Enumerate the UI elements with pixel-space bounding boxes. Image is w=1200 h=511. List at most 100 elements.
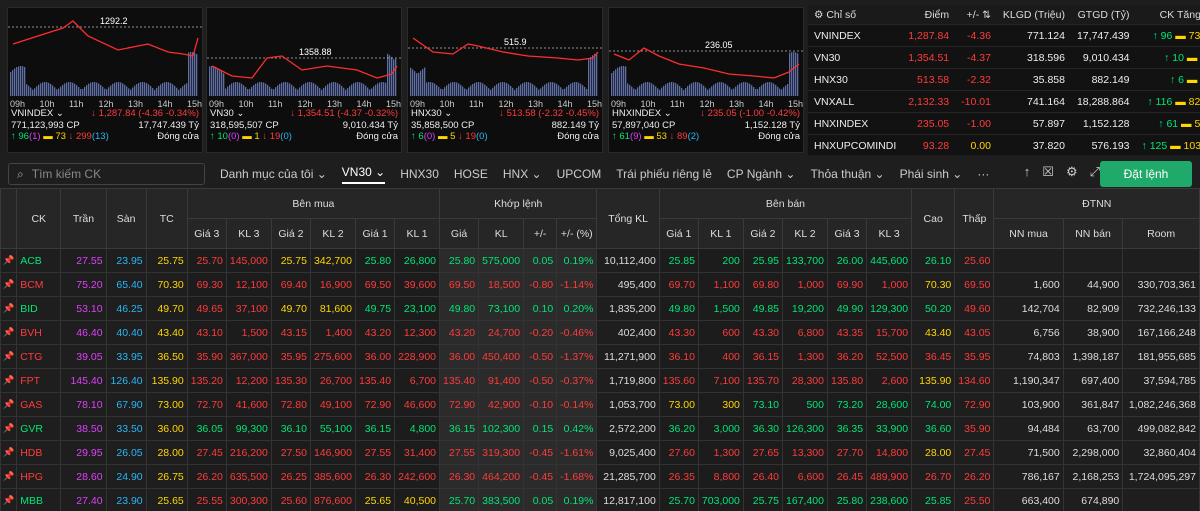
index-name[interactable]: HNX30 ⌄	[411, 108, 453, 119]
pin-icon[interactable]: 📌	[0, 440, 18, 465]
symbol[interactable]: GAS	[16, 392, 62, 417]
pin-icon[interactable]: 📌	[0, 416, 18, 441]
x-tick-label: 09h	[611, 99, 626, 108]
index-row[interactable]: VN30 1,354.51 -4.37 318.596 9,010.434 ↑ 10 ▬ …	[808, 46, 1200, 69]
symbol[interactable]: CTG	[16, 344, 62, 369]
price-3: 72.70	[186, 392, 227, 417]
pin-icon[interactable]: 📌	[0, 488, 18, 511]
symbol[interactable]: BID	[16, 296, 62, 321]
excel-icon[interactable]: ☒	[1042, 164, 1054, 179]
symbol[interactable]: MBB	[16, 488, 62, 511]
tab-4[interactable]: HNX ⌄	[502, 167, 542, 181]
tab-6[interactable]: Trái phiếu riêng lẻ	[616, 167, 712, 181]
vol-2: 275,600	[309, 344, 356, 369]
ask-2: 27.65	[742, 440, 784, 465]
tab-1[interactable]: VN30 ⌄	[341, 165, 386, 184]
gear-icon[interactable]: ⚙	[1065, 164, 1078, 179]
pin-icon[interactable]: 📌	[0, 464, 18, 489]
symbol[interactable]: HPG	[16, 464, 62, 489]
table-row[interactable]: 📌 HDB 29.95 26.05 28.00 27.45 216,200 27.50 146,…	[0, 440, 1200, 465]
tab-9[interactable]: Phái sinh ⌄	[899, 167, 963, 181]
volume-bar	[172, 84, 174, 96]
pin-icon[interactable]: 📌	[0, 296, 18, 321]
price-2: 135.30	[270, 368, 311, 393]
search-input[interactable]: Tìm kiếm CK	[31, 167, 102, 181]
table-row[interactable]: 📌 CTG 39.05 33.95 36.50 35.90 367,000 35.95 275,…	[0, 344, 1200, 369]
table-row[interactable]: 📌 BVH 46.40 40.40 43.40 43.10 1,500 43.15 1,400 4…	[0, 320, 1200, 345]
vol-1: 26,800	[394, 248, 441, 273]
volume-bar	[217, 67, 219, 96]
foreign-buy: 142,704	[993, 296, 1064, 321]
symbol[interactable]: HDB	[16, 440, 62, 465]
ask-vol-2: 6,600	[782, 464, 828, 489]
price-1: 69.50	[354, 272, 396, 297]
volume-bar	[18, 66, 20, 96]
volume-bar	[751, 85, 753, 96]
high: 36.60	[911, 416, 956, 441]
ask-vol-2: 1,300	[782, 344, 828, 369]
pin-icon[interactable]: 📌	[0, 248, 18, 273]
index-row[interactable]: HNXINDEX 235.05 -1.00 57.897 1,152.128 ↑ 61 ▬…	[808, 112, 1200, 135]
index-name[interactable]: HNXINDEX ⌄	[612, 108, 672, 119]
tab-2[interactable]: HNX30	[400, 167, 439, 181]
chart-panel-vnindex[interactable]: 1292.2 09h 10h 11h 12h 13h 14h 15h VNINDEX ⌄ ↓ 1,…	[7, 7, 203, 153]
arrow-up-icon[interactable]: ↑	[1023, 164, 1031, 179]
volume-bar	[48, 82, 50, 96]
tab-8[interactable]: Thỏa thuận ⌄	[810, 167, 885, 181]
advancers-ceil: (1)	[28, 131, 41, 142]
index-row[interactable]: HNXUPCOMINDI 93.28 0.00 37.820 576.193 ↑ 125 …	[808, 134, 1200, 155]
tab-0[interactable]: Danh mục của tôi ⌄	[220, 167, 327, 181]
tab-5[interactable]: UPCOM	[556, 167, 602, 181]
index-row[interactable]: VNXALL 2,132.33 -10.01 741.164 18,288.864 ↑ 1…	[808, 90, 1200, 113]
total-vol: 1,835,200	[596, 296, 660, 321]
tab-10[interactable]: ···	[977, 167, 990, 181]
chart-panel-hnxindex[interactable]: 236.05 09h 10h 11h 12h 13h 14h 15h HNXINDEX ⌄ ↓ 2…	[608, 7, 804, 153]
index-name: VNXALL	[808, 90, 903, 113]
index-row[interactable]: VNINDEX 1,287.84 -4.36 771.124 17,747.439 ↑ 9…	[808, 24, 1200, 47]
tab-7[interactable]: CP Ngành ⌄	[726, 167, 796, 181]
expand-icon[interactable]: ⤢	[1089, 164, 1100, 179]
chart-panel-vn30[interactable]: 1358.88 09h 10h 11h 12h 13h 14h 15h VN30 ⌄ ↓ 1,35…	[206, 7, 402, 153]
table-row[interactable]: 📌 BID 53.10 46.25 49.70 49.65 37,100 49.70 81,60…	[0, 296, 1200, 321]
vol-3: 635,500	[225, 464, 272, 489]
foreign-sell: 697,400	[1062, 368, 1124, 393]
volume-bar	[526, 82, 528, 96]
table-row[interactable]: 📌 FPT 145.40 126.40 135.90 135.20 12,200 135.30…	[0, 368, 1200, 393]
ask-3: 36.35	[826, 416, 868, 441]
change: -0.20	[523, 320, 558, 345]
volume-bar	[148, 84, 150, 96]
pin-icon[interactable]: 📌	[0, 344, 18, 369]
symbol[interactable]: BCM	[16, 272, 62, 297]
pin-icon[interactable]: 📌	[0, 320, 18, 345]
index-name[interactable]: VNINDEX ⌄	[11, 108, 64, 119]
table-row[interactable]: 📌 GVR 38.50 33.50 36.00 36.05 99,300 36.10 55,10…	[0, 416, 1200, 441]
index-volume: 37.820	[996, 134, 1071, 155]
subcol-header: KL	[478, 218, 525, 249]
pin-icon[interactable]: 📌	[0, 392, 18, 417]
volume-bar	[462, 86, 464, 96]
volume-bar	[309, 82, 311, 96]
table-row[interactable]: 📌 GAS 78.10 67.90 73.00 72.70 41,600 72.80 49,10…	[0, 392, 1200, 417]
pin-icon[interactable]: 📌	[0, 272, 18, 297]
symbol[interactable]: ACB	[16, 248, 62, 273]
tab-3[interactable]: HOSE	[453, 167, 488, 181]
volume-bar	[24, 66, 26, 96]
search-box[interactable]: ⌕ Tìm kiếm CK	[8, 163, 205, 185]
symbol[interactable]: BVH	[16, 320, 62, 345]
table-row[interactable]: 📌 ACB 27.55 23.95 25.75 25.70 145,000 25.75 342,…	[0, 248, 1200, 273]
index-name[interactable]: VN30 ⌄	[210, 108, 245, 119]
chart-panel-hnx30[interactable]: 515.9 09h 10h 11h 12h 13h 14h 15h HNX30 ⌄ ↓ 513.5…	[407, 7, 603, 153]
place-order-button[interactable]: Đặt lệnh	[1100, 161, 1192, 187]
advancers: ↑ 10	[210, 131, 228, 142]
table-row[interactable]: 📌 MBB 27.40 23.90 25.65 25.55 300,300 25.60 876,…	[0, 488, 1200, 511]
symbol[interactable]: GVR	[16, 416, 62, 441]
volume-bar	[446, 85, 448, 96]
pin-icon[interactable]: 📌	[0, 368, 18, 393]
change: -0.45	[523, 464, 558, 489]
table-row[interactable]: 📌 BCM 75.20 65.40 70.30 69.30 12,100 69.40 16,90…	[0, 272, 1200, 297]
table-row[interactable]: 📌 HPG 28.60 24.90 26.75 26.20 635,500 26.25 385,…	[0, 464, 1200, 489]
vol-1: 12,300	[394, 320, 441, 345]
index-value: 17,747.439 Tỷ	[138, 119, 199, 131]
symbol[interactable]: FPT	[16, 368, 62, 393]
